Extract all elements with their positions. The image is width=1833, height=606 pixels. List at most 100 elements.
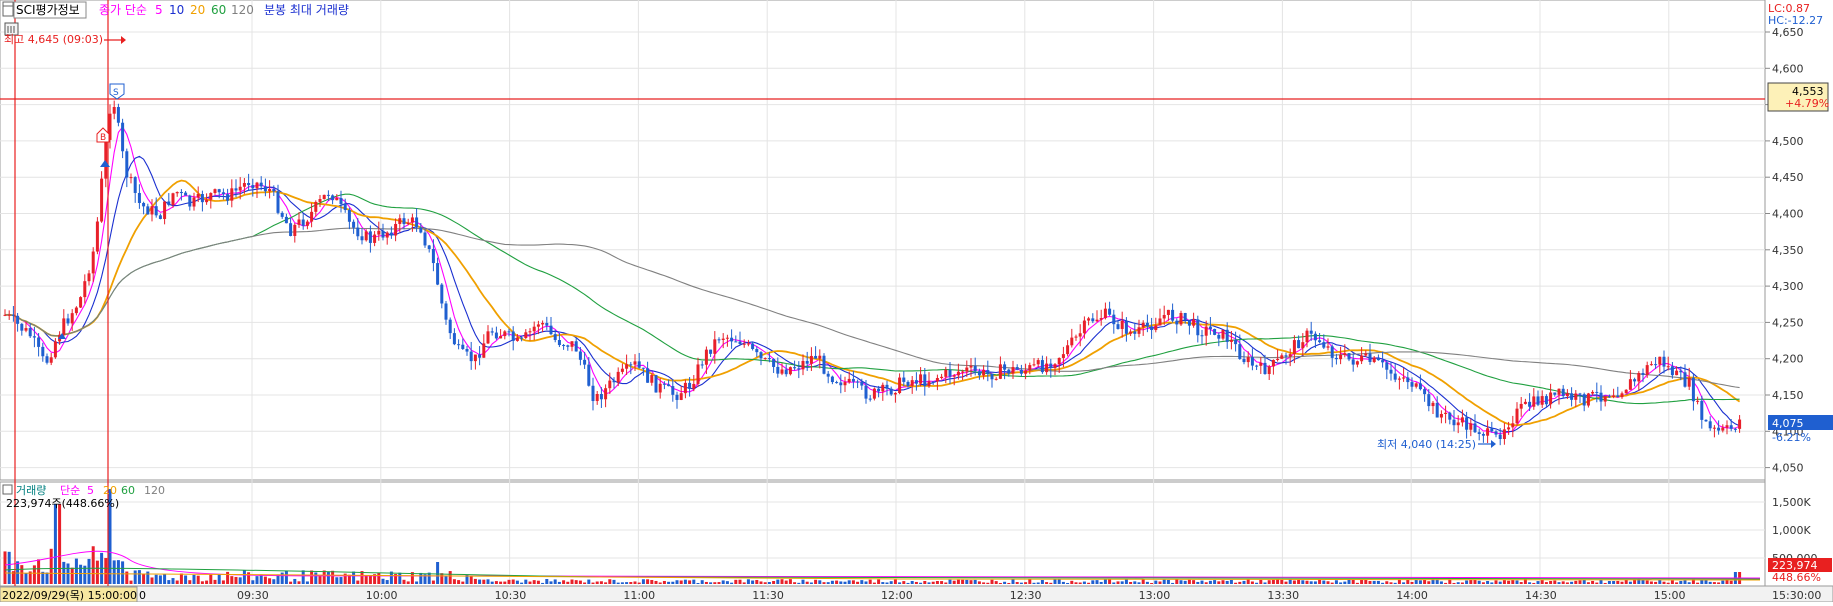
volume-bar — [570, 579, 574, 584]
volume-bar — [1074, 582, 1078, 584]
price-tick-label: 4,400 — [1772, 208, 1804, 221]
volume-bar — [1087, 582, 1091, 584]
volume-bar — [1192, 580, 1196, 584]
volume-bar — [1150, 582, 1154, 584]
volume-bar — [1620, 581, 1624, 584]
candle — [1578, 392, 1582, 403]
candle — [948, 362, 952, 385]
candle — [864, 380, 868, 404]
candle — [1427, 389, 1431, 412]
candle — [885, 380, 889, 396]
volume-bar — [1519, 582, 1523, 584]
volume-bar — [1271, 579, 1275, 584]
candle — [1238, 334, 1242, 360]
sell-marker-icon[interactable] — [109, 83, 125, 100]
volume-bar — [1448, 579, 1452, 584]
candle — [1708, 416, 1712, 431]
volume-bar — [1011, 579, 1015, 584]
candle — [209, 192, 213, 209]
candle — [587, 356, 591, 387]
volume-bar — [511, 579, 515, 584]
candle — [125, 148, 129, 188]
volume-bar — [654, 580, 658, 584]
volume-bar — [1427, 581, 1431, 584]
volume-bar — [625, 582, 629, 584]
candle — [217, 188, 221, 199]
candle — [1276, 349, 1280, 362]
candle — [7, 310, 11, 320]
volume-bar — [289, 581, 293, 584]
candle — [1393, 363, 1397, 383]
volume-bar — [952, 580, 956, 584]
candle — [360, 228, 364, 245]
candle — [700, 361, 704, 369]
chart-legend: SCI평가정보 종가 단순 5 10 20 60 120 분봉 최대 거래량 — [2, 1, 349, 36]
candle — [1683, 364, 1687, 388]
volume-bar — [1658, 580, 1662, 584]
volume-bar — [1481, 582, 1485, 584]
volume-bar — [494, 581, 498, 584]
candle — [1070, 328, 1074, 348]
volume-bar — [1305, 580, 1309, 584]
buy-marker-icon[interactable] — [96, 127, 110, 143]
volume-bar — [293, 578, 297, 584]
candle — [734, 335, 738, 343]
volume-bar — [381, 578, 385, 584]
candle — [835, 380, 839, 384]
volume-bar — [767, 582, 771, 584]
candle — [146, 203, 150, 215]
candle — [1372, 355, 1376, 364]
candle — [1103, 302, 1107, 320]
volume-bar — [335, 577, 339, 584]
stock-name-box[interactable] — [13, 1, 87, 19]
volume-bar — [1141, 579, 1145, 584]
volume-bar — [520, 582, 524, 584]
volume-bar — [179, 573, 183, 584]
volume-bar — [944, 582, 948, 584]
volume-bar — [1561, 581, 1565, 584]
candle — [499, 329, 503, 339]
volume-bar — [1347, 579, 1351, 584]
candle — [843, 376, 847, 392]
price-pane[interactable] — [0, 0, 1766, 481]
candle — [1187, 320, 1191, 335]
chart-settings-icon[interactable] — [2, 1, 14, 17]
volume-bar — [868, 579, 872, 584]
candle — [419, 223, 423, 234]
volume-bar — [725, 581, 729, 584]
candle — [1326, 338, 1330, 351]
candle — [692, 375, 696, 392]
volume-settings-icon[interactable] — [2, 484, 13, 495]
volume-bar — [986, 582, 990, 584]
candle — [524, 329, 528, 340]
candle — [1591, 390, 1595, 396]
candle — [528, 328, 532, 341]
candle — [356, 218, 360, 241]
volume-bar — [658, 582, 662, 584]
candle — [1066, 340, 1070, 357]
candle — [1687, 367, 1691, 391]
candle — [910, 376, 914, 394]
volume-bar — [473, 578, 477, 584]
volume-bar — [263, 576, 267, 584]
volume-pane[interactable] — [0, 481, 1766, 587]
candle — [746, 339, 750, 347]
candle — [709, 349, 713, 357]
candle — [914, 372, 918, 391]
stock-name[interactable]: SCI평가정보 — [16, 3, 80, 17]
volume-bar — [595, 581, 599, 584]
volume-bar — [1133, 581, 1137, 584]
volume-bar — [478, 579, 482, 584]
candle — [1200, 329, 1204, 345]
volume-bar — [1683, 580, 1687, 584]
volume-bar — [20, 565, 24, 584]
volume-bar — [1179, 580, 1183, 584]
volume-bar — [1465, 580, 1469, 584]
volume-bar — [1103, 579, 1107, 584]
volume-bar — [297, 581, 301, 584]
candle — [1700, 395, 1704, 429]
candle — [436, 257, 440, 286]
candle — [637, 352, 641, 369]
candle — [473, 354, 477, 370]
